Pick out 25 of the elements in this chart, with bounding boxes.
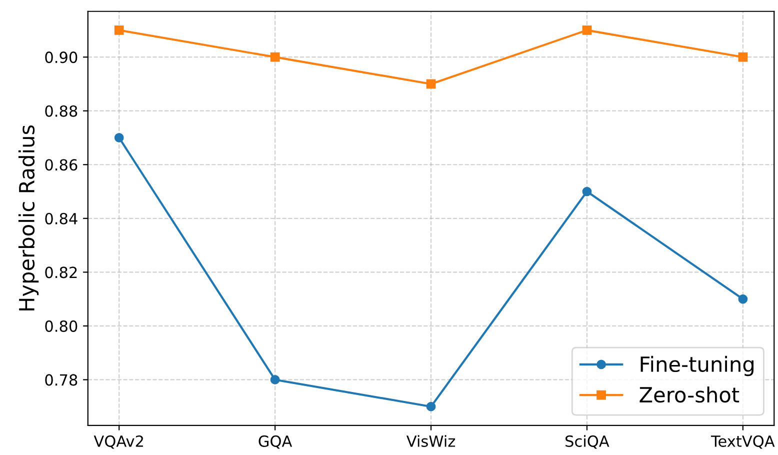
y-tick-label: 0.90 — [45, 52, 78, 64]
point — [270, 375, 280, 384]
x-tick-label: TextVQA — [710, 435, 775, 449]
x-tick-label: SciQA — [566, 435, 610, 449]
x-tick-label: GQA — [258, 435, 292, 449]
y-axis-title: Hyperbolic Radius — [18, 125, 39, 310]
legend-label: Fine-tuning — [640, 356, 754, 376]
y-tick-label: 0.78 — [45, 374, 78, 386]
point — [582, 26, 592, 35]
point — [114, 133, 124, 142]
legend-label: Zero-shot — [640, 386, 740, 403]
point — [426, 79, 436, 89]
point — [738, 294, 748, 304]
point — [426, 402, 436, 412]
y-tick-label: 0.82 — [45, 266, 77, 278]
point — [270, 52, 280, 62]
x-tick-label: VQAv2 — [94, 435, 143, 449]
y-tick-label: 0.84 — [45, 212, 78, 224]
x-tick-label: VisWiz — [406, 435, 456, 447]
point — [114, 26, 124, 35]
point — [738, 52, 748, 62]
y-tick-label: 0.86 — [45, 159, 78, 171]
point — [582, 186, 592, 196]
y-tick-label: 0.80 — [45, 320, 78, 332]
y-tick-label: 0.88 — [45, 105, 78, 117]
